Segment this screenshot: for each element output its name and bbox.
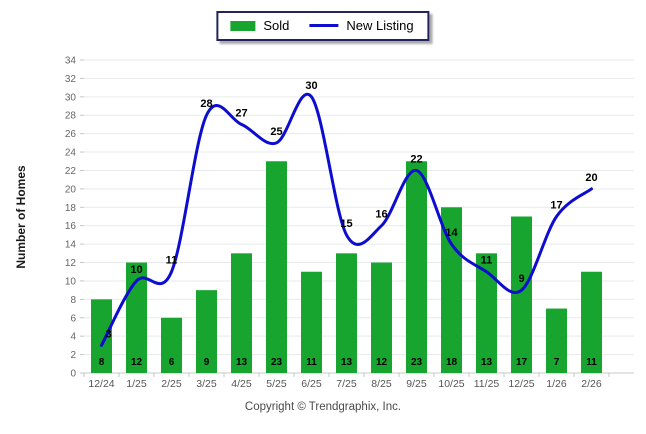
sold-bar (406, 161, 427, 373)
y-tick-label: 18 (65, 203, 77, 214)
line-value-label: 30 (305, 80, 317, 92)
y-tick-label: 26 (65, 129, 77, 140)
x-tick-label: 2/26 (581, 378, 602, 390)
sold-bar (546, 308, 567, 373)
sold-bar (301, 271, 322, 373)
sold-bar (91, 299, 112, 373)
y-tick-label: 6 (70, 313, 76, 324)
sold-bar (161, 317, 182, 373)
y-tick-label: 12 (65, 258, 77, 269)
line-value-label: 17 (550, 200, 562, 212)
y-tick-label: 16 (65, 221, 77, 232)
bar-value-label: 12 (131, 357, 143, 368)
x-tick-label: 4/25 (231, 378, 252, 390)
x-tick-label: 11/25 (474, 378, 500, 390)
bar-value-label: 13 (481, 357, 493, 368)
sold-bar (196, 290, 217, 373)
line-value-label: 25 (270, 126, 282, 138)
bar-value-label: 6 (169, 357, 175, 368)
x-tick-label: 1/26 (546, 378, 567, 390)
line-value-label: 16 (375, 209, 387, 221)
x-tick-label: 8/25 (371, 378, 392, 390)
y-tick-label: 30 (65, 92, 77, 103)
bar-value-label: 13 (236, 357, 248, 368)
new-listing-line (100, 92, 593, 347)
y-tick-label: 2 (70, 350, 76, 361)
line-value-label: 10 (130, 264, 142, 276)
sold-vs-new-listing-chart: Number of Homes 024681012141618202224262… (14, 56, 634, 390)
sold-bar (371, 262, 392, 373)
sold-bar (511, 216, 532, 373)
bar-value-label: 13 (341, 357, 353, 368)
x-tick-label: 2/25 (161, 378, 182, 390)
sold-bar (476, 253, 497, 373)
bar-value-label: 18 (446, 357, 458, 368)
copyright-text: Copyright © Trendgraphix, Inc. (244, 401, 402, 413)
line-value-label: 15 (340, 218, 352, 230)
x-tick-label: 5/25 (266, 378, 287, 390)
line-value-label: 3 (105, 328, 111, 340)
x-tick-label: 10/25 (438, 378, 464, 390)
y-tick-label: 14 (65, 240, 77, 251)
line-value-label: 22 (410, 153, 422, 165)
sold-bar (581, 271, 602, 373)
y-tick-label: 32 (65, 74, 77, 85)
legend: Sold New Listing (216, 11, 430, 41)
line-value-label: 11 (481, 255, 493, 267)
y-tick-label: 24 (65, 148, 77, 159)
bar-value-label: 9 (204, 357, 210, 368)
y-axis-title: Number of Homes (14, 165, 28, 269)
y-tick-label: 4 (70, 332, 76, 343)
line-value-label: 9 (518, 273, 524, 285)
y-tick-label: 20 (65, 184, 77, 195)
x-tick-label: 1/25 (126, 378, 147, 390)
x-tick-label: 12/24 (88, 378, 114, 390)
line-value-label: 28 (200, 98, 212, 110)
bar-value-label: 12 (376, 357, 388, 368)
x-tick-label: 3/25 (196, 378, 217, 390)
bar-value-label: 7 (554, 357, 560, 368)
new-listing-swatch-icon (309, 24, 339, 27)
bar-value-label: 23 (411, 357, 423, 368)
x-tick-label: 7/25 (336, 378, 357, 390)
bar-value-label: 11 (306, 357, 317, 368)
line-value-label: 14 (445, 227, 458, 239)
bar-value-label: 11 (586, 357, 597, 368)
sold-bar (231, 253, 252, 373)
y-tick-label: 10 (65, 276, 77, 287)
y-tick-label: 22 (65, 166, 77, 177)
legend-label-sold: Sold (263, 18, 290, 33)
x-tick-label: 9/25 (406, 378, 427, 390)
bar-value-label: 8 (99, 357, 105, 368)
line-value-label: 11 (166, 255, 178, 267)
legend-label-new-listing: New Listing (346, 18, 414, 33)
x-tick-label: 6/25 (301, 378, 322, 390)
line-value-label: 20 (585, 172, 597, 184)
y-tick-label: 28 (65, 111, 77, 122)
y-tick-label: 8 (70, 295, 76, 306)
bar-value-label: 17 (516, 357, 528, 368)
y-tick-label: 34 (65, 56, 77, 67)
x-tick-label: 12/25 (508, 378, 534, 390)
bar-value-label: 23 (271, 357, 283, 368)
sold-bar (336, 253, 357, 373)
line-value-label: 27 (235, 107, 247, 119)
sold-bar (266, 161, 287, 373)
y-tick-label: 0 (70, 369, 76, 380)
sold-swatch-icon (230, 20, 256, 31)
